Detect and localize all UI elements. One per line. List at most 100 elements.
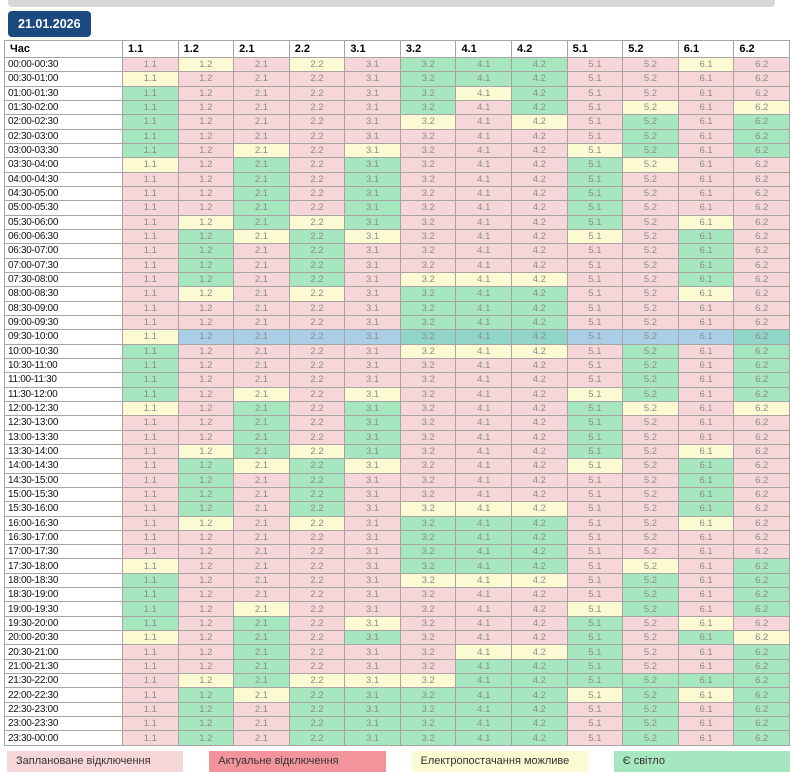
schedule-cell: 5.1 xyxy=(566,429,624,445)
time-cell: 13:00-13:30 xyxy=(4,429,123,445)
schedule-cell: 3.1 xyxy=(344,630,401,646)
schedule-cell: 2.1 xyxy=(233,200,290,216)
top-panel-handle[interactable] xyxy=(8,0,775,7)
col-header-group-4.2: 4.2 xyxy=(511,40,568,58)
schedule-cell: 2.2 xyxy=(288,501,346,517)
schedule-cell: 6.1 xyxy=(677,372,735,388)
schedule-cell: 1.1 xyxy=(122,128,179,144)
schedule-cell: 6.1 xyxy=(677,701,735,718)
schedule-cell: 3.2 xyxy=(399,185,457,202)
table-row: 05:00-05:30 1.1 1.2 2.1 2.2 3.1 3.2 4.1 4.2 5.1 5.… xyxy=(4,200,790,216)
schedule-cell: 5.2 xyxy=(622,572,679,589)
schedule-cell: 5.2 xyxy=(622,99,679,116)
schedule-cell: 4.2 xyxy=(511,128,568,144)
schedule-cell: 4.2 xyxy=(511,501,568,517)
schedule-cell: 6.2 xyxy=(733,486,790,503)
schedule-cell: 6.1 xyxy=(677,572,735,589)
schedule-cell: 3.2 xyxy=(399,314,457,331)
schedule-cell: 4.1 xyxy=(455,472,513,488)
schedule-cell: 6.1 xyxy=(677,214,735,230)
table-row: 15:00-15:30 1.1 1.2 2.1 2.2 3.1 3.2 4.1 4.2 5.1 5.… xyxy=(4,486,790,503)
schedule-cell: 6.2 xyxy=(733,128,790,144)
schedule-cell: 3.2 xyxy=(399,71,457,87)
schedule-cell: 4.1 xyxy=(455,716,513,732)
schedule-cell: 4.2 xyxy=(511,157,568,173)
schedule-cell: 4.1 xyxy=(455,443,513,460)
table-row: 04:00-04:30 1.1 1.2 2.1 2.2 3.1 3.2 4.1 4.2 5.1 5.… xyxy=(4,171,790,187)
schedule-cell: 5.1 xyxy=(566,400,624,417)
schedule-cell: 5.2 xyxy=(622,529,679,546)
schedule-cell: 4.1 xyxy=(455,243,513,259)
schedule-cell: 6.2 xyxy=(733,673,790,689)
schedule-cell: 1.2 xyxy=(177,687,235,703)
schedule-cell: 3.2 xyxy=(399,214,457,230)
table-row: 02:30-03:00 1.1 1.2 2.1 2.2 3.1 3.2 4.1 4.2 5.1 5.… xyxy=(4,128,790,144)
schedule-cell: 3.2 xyxy=(399,644,457,660)
schedule-cell: 5.2 xyxy=(622,243,679,259)
schedule-cell: 3.1 xyxy=(344,114,401,130)
time-cell: 14:00-14:30 xyxy=(4,458,123,474)
schedule-cell: 5.1 xyxy=(566,458,624,474)
schedule-cell: 1.1 xyxy=(122,329,179,345)
schedule-cell: 1.2 xyxy=(177,314,235,331)
date-badge[interactable]: 21.01.2026 xyxy=(8,11,91,37)
time-cell: 08:30-09:00 xyxy=(4,300,123,316)
schedule-cell: 3.1 xyxy=(344,644,401,660)
schedule-cell: 6.1 xyxy=(677,601,735,617)
schedule-cell: 1.2 xyxy=(177,243,235,259)
time-cell: 14:30-15:00 xyxy=(4,472,123,488)
schedule-cell: 3.1 xyxy=(344,372,401,388)
table-row: 01:00-01:30 1.1 1.2 2.1 2.2 3.1 3.2 4.1 4.2 5.1 5.… xyxy=(4,85,790,101)
table-row: 01:30-02:00 1.1 1.2 2.1 2.2 3.1 3.2 4.1 4.2 5.1 5.… xyxy=(4,99,790,116)
schedule-cell: 5.1 xyxy=(566,515,624,531)
schedule-cell: 5.1 xyxy=(566,85,624,101)
schedule-cell: 1.1 xyxy=(122,386,179,402)
schedule-cell: 2.1 xyxy=(233,558,290,574)
table-row: 18:30-19:00 1.1 1.2 2.1 2.2 3.1 3.2 4.1 4.2 5.1 5.… xyxy=(4,587,790,603)
schedule-cell: 2.2 xyxy=(288,587,346,603)
schedule-cell: 3.1 xyxy=(344,501,401,517)
table-row: 23:00-23:30 1.1 1.2 2.1 2.2 3.1 3.2 4.1 4.2 5.1 5.… xyxy=(4,716,790,732)
schedule-cell: 4.1 xyxy=(455,572,513,589)
schedule-cell: 1.2 xyxy=(177,300,235,316)
time-cell: 08:00-08:30 xyxy=(4,286,123,302)
schedule-cell: 1.1 xyxy=(122,271,179,288)
schedule-cell: 3.2 xyxy=(399,171,457,187)
schedule-cell: 5.1 xyxy=(566,644,624,660)
schedule-cell: 6.2 xyxy=(733,515,790,531)
schedule-cell: 5.2 xyxy=(622,443,679,460)
schedule-cell: 1.1 xyxy=(122,730,179,746)
schedule-cell: 2.2 xyxy=(288,386,346,402)
schedule-cell: 4.2 xyxy=(511,443,568,460)
schedule-cell: 2.1 xyxy=(233,501,290,517)
schedule-cell: 2.1 xyxy=(233,472,290,488)
table-row: 09:00-09:30 1.1 1.2 2.1 2.2 3.1 3.2 4.1 4.2 5.1 5.… xyxy=(4,314,790,331)
schedule-cell: 3.1 xyxy=(344,257,401,273)
schedule-cell: 3.2 xyxy=(399,458,457,474)
time-cell: 02:00-02:30 xyxy=(4,114,123,130)
schedule-cell: 3.1 xyxy=(344,443,401,460)
schedule-cell: 5.1 xyxy=(566,544,624,560)
schedule-cell: 5.1 xyxy=(566,572,624,589)
schedule-cell: 5.2 xyxy=(622,114,679,130)
schedule-cell: 3.2 xyxy=(399,544,457,560)
schedule-cell: 6.2 xyxy=(733,501,790,517)
table-row: 04:30-05:00 1.1 1.2 2.1 2.2 3.1 3.2 4.1 4.2 5.1 5.… xyxy=(4,185,790,202)
schedule-cell: 2.1 xyxy=(233,730,290,746)
schedule-cell: 3.2 xyxy=(399,142,457,159)
col-header-group-2.2: 2.2 xyxy=(288,40,346,58)
schedule-cell: 3.2 xyxy=(399,243,457,259)
schedule-cell: 1.2 xyxy=(177,386,235,402)
schedule-cell: 4.1 xyxy=(455,701,513,718)
schedule-cell: 5.1 xyxy=(566,443,624,460)
schedule-cell: 5.1 xyxy=(566,486,624,503)
schedule-cell: 5.1 xyxy=(566,171,624,187)
schedule-cell: 1.1 xyxy=(122,630,179,646)
schedule-cell: 5.1 xyxy=(566,558,624,574)
schedule-cell: 6.1 xyxy=(677,157,735,173)
schedule-cell: 6.2 xyxy=(733,343,790,359)
schedule-cell: 1.2 xyxy=(177,200,235,216)
time-cell: 10:00-10:30 xyxy=(4,343,123,359)
schedule-cell: 4.1 xyxy=(455,171,513,187)
schedule-cell: 5.1 xyxy=(566,630,624,646)
